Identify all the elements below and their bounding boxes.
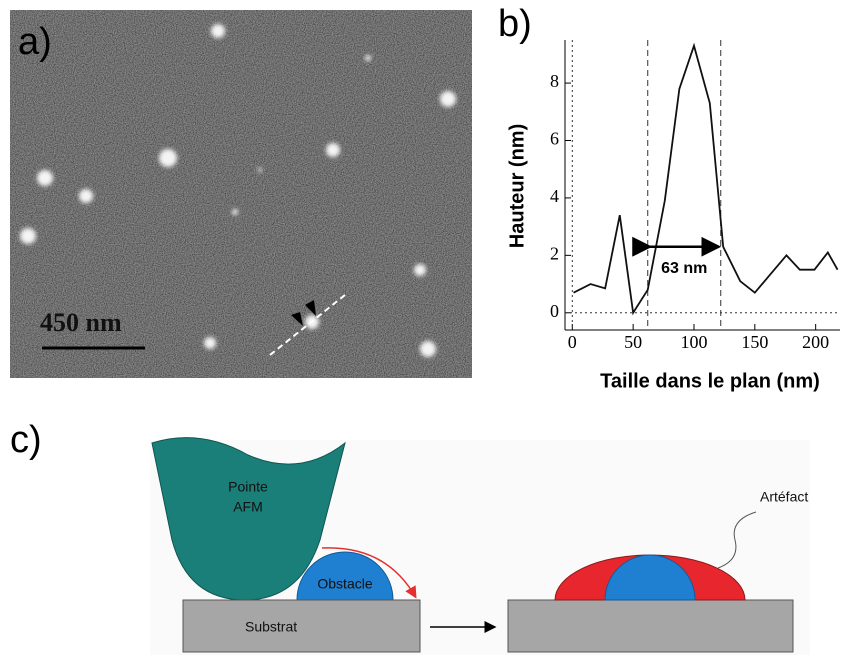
x-axis-label: Taille dans le plan (nm)	[600, 370, 820, 392]
y-tick-label: 8	[550, 71, 559, 91]
panel-label: c)	[10, 419, 42, 461]
x-tick-label: 150	[741, 332, 768, 352]
data-line	[573, 42, 839, 316]
x-tick-label: 0	[568, 332, 577, 352]
y-tick-label: 2	[550, 243, 559, 263]
tip-label: Pointe	[228, 479, 268, 495]
y-tick-label: 6	[550, 129, 559, 149]
x-tick-label: 50	[624, 332, 642, 352]
substrate-label: Substrat	[245, 619, 297, 635]
x-tick-label: 200	[802, 332, 829, 352]
line-chart: 0 2 4 6 8 0 50 100 150 200 63 nm	[550, 40, 840, 352]
y-tick-label: 4	[550, 186, 559, 206]
panel-label: a)	[18, 21, 52, 63]
scale-bar-label: 450 nm	[40, 308, 122, 337]
diagram	[150, 437, 810, 655]
x-tick-label: 100	[680, 332, 707, 352]
y-tick-label: 0	[550, 301, 559, 321]
obstacle-label: Obstacle	[317, 576, 372, 592]
annotation-label: 63 nm	[661, 260, 707, 277]
afm-image	[10, 10, 472, 378]
y-axis-label: Hauteur (nm)	[506, 124, 528, 248]
artefact-label: Artéfact	[760, 489, 808, 505]
panel-label: b)	[498, 3, 532, 45]
tip-label: AFM	[233, 499, 263, 515]
